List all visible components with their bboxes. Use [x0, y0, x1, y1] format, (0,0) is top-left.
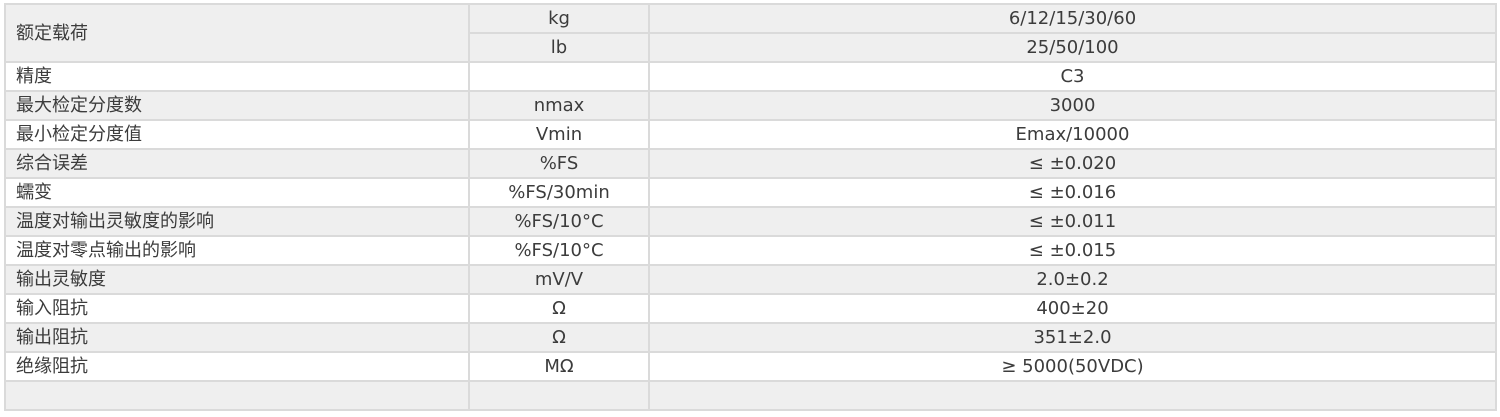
value-cell: 25/50/100 — [648, 32, 1497, 63]
param-cell: 精度 — [4, 61, 470, 92]
table-row: 蠕变 %FS/30min ≤ ±0.016 — [4, 177, 1497, 208]
value-cell: ≤ ±0.020 — [648, 148, 1497, 179]
value-cell: 351±2.0 — [648, 322, 1497, 353]
param-cell: 输出阻抗 — [4, 322, 470, 353]
table-row: 最小检定分度值 Vmin Emax/10000 — [4, 119, 1497, 150]
value-cell: 400±20 — [648, 293, 1497, 324]
value-cell: 2.0±0.2 — [648, 264, 1497, 295]
param-cell: 综合误差 — [4, 148, 470, 179]
empty-cell — [648, 380, 1497, 411]
unit-cell: lb — [468, 32, 650, 63]
value-cell: ≤ ±0.016 — [648, 177, 1497, 208]
spec-table: 额定载荷 kg 6/12/15/30/60 lb 25/50/100 精度 C3 最… — [4, 3, 1497, 411]
table-row: 精度 C3 — [4, 61, 1497, 92]
table-row: 额定载荷 kg 6/12/15/30/60 — [4, 3, 1497, 63]
unit-cell: nmax — [468, 90, 650, 121]
value-cell: ≤ ±0.015 — [648, 235, 1497, 266]
unit-cell: Ω — [468, 322, 650, 353]
value-cell: C3 — [648, 61, 1497, 92]
param-cell: 额定载荷 — [4, 3, 470, 63]
param-cell: 绝缘阻抗 — [4, 351, 470, 382]
empty-cell — [468, 380, 650, 411]
param-cell: 温度对输出灵敏度的影响 — [4, 206, 470, 237]
table-row: 输出灵敏度 mV/V 2.0±0.2 — [4, 264, 1497, 295]
table-row: lb 25/50/100 — [5, 32, 1497, 63]
param-cell: 最小检定分度值 — [4, 119, 470, 150]
param-cell: 输入阻抗 — [4, 293, 470, 324]
value-cell: ≥ 5000(50VDC) — [648, 351, 1497, 382]
table-row: 最大检定分度数 nmax 3000 — [4, 90, 1497, 121]
unit-cell — [468, 61, 650, 92]
table-row: 温度对零点输出的影响 %FS/10°C ≤ ±0.015 — [4, 235, 1497, 266]
value-cell: 6/12/15/30/60 — [648, 3, 1497, 34]
param-cell: 输出灵敏度 — [4, 264, 470, 295]
unit-cell: mV/V — [468, 264, 650, 295]
param-cell: 温度对零点输出的影响 — [4, 235, 470, 266]
unit-cell: Vmin — [468, 119, 650, 150]
value-cell: 3000 — [648, 90, 1497, 121]
unit-cell: %FS/10°C — [468, 206, 650, 237]
unit-cell: %FS — [468, 148, 650, 179]
param-cell: 最大检定分度数 — [4, 90, 470, 121]
unit-cell: Ω — [468, 293, 650, 324]
table-row: 综合误差 %FS ≤ ±0.020 — [4, 148, 1497, 179]
param-cell: 蠕变 — [4, 177, 470, 208]
unit-cell: %FS/10°C — [468, 235, 650, 266]
value-cell: ≤ ±0.011 — [648, 206, 1497, 237]
unit-cell: kg — [468, 3, 650, 34]
table-row-partial — [4, 380, 1497, 411]
unit-cell: MΩ — [468, 351, 650, 382]
table-row: 温度对输出灵敏度的影响 %FS/10°C ≤ ±0.011 — [4, 206, 1497, 237]
table-row: 绝缘阻抗 MΩ ≥ 5000(50VDC) — [4, 351, 1497, 382]
empty-cell — [4, 380, 470, 411]
table-row: 输出阻抗 Ω 351±2.0 — [4, 322, 1497, 353]
table-row: 输入阻抗 Ω 400±20 — [4, 293, 1497, 324]
unit-cell: %FS/30min — [468, 177, 650, 208]
value-cell: Emax/10000 — [648, 119, 1497, 150]
